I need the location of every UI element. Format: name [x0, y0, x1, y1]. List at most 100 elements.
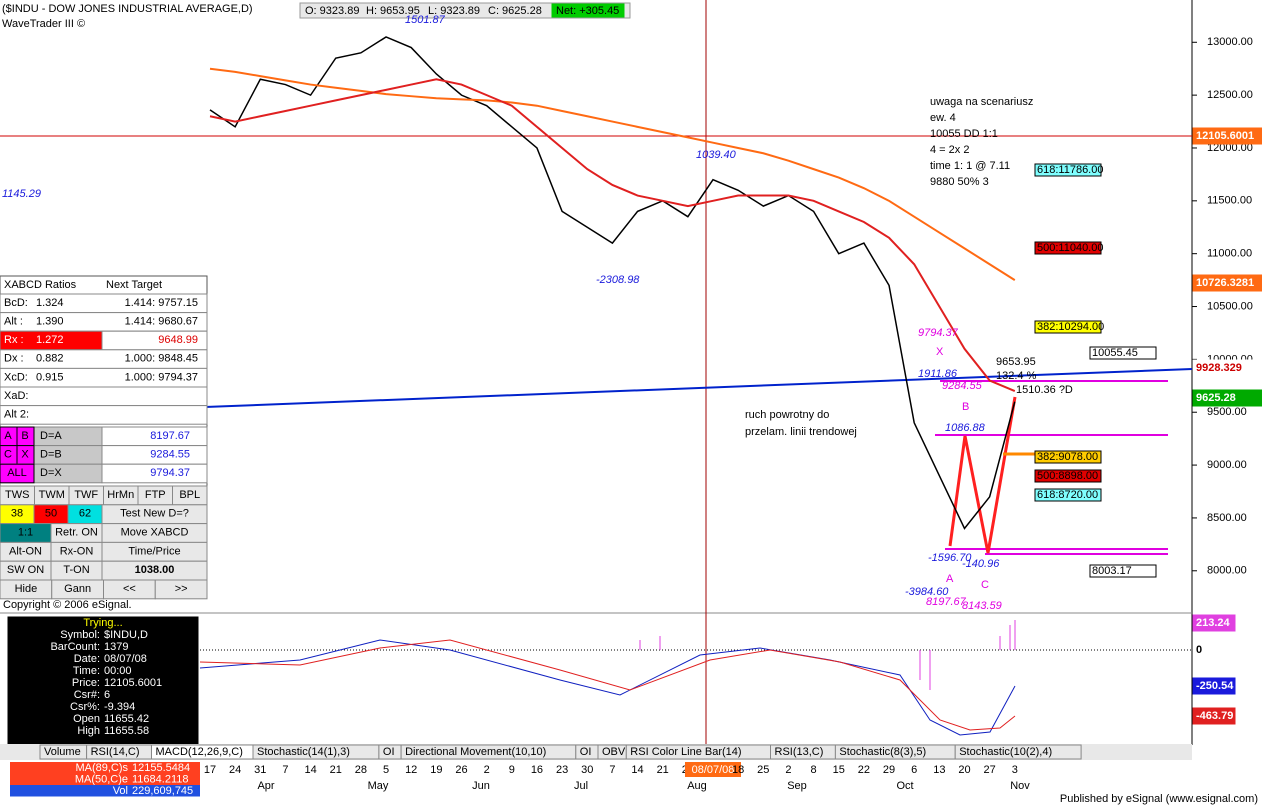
button-label[interactable]: >>: [175, 583, 188, 595]
label: Alt :: [4, 316, 23, 328]
button-label[interactable]: Rx-ON: [60, 545, 94, 557]
label: X: [21, 449, 29, 461]
price-marker: 12105.6001: [1196, 130, 1254, 142]
button-label[interactable]: <<: [123, 583, 136, 595]
tab-label[interactable]: OBV: [602, 746, 626, 758]
annotation: -1596.70: [928, 552, 972, 564]
label: Time:: [73, 665, 100, 677]
button-label[interactable]: TWM: [39, 489, 65, 501]
tab-label[interactable]: RSI(13,C): [775, 746, 824, 758]
label: A: [4, 430, 12, 442]
ohlc: C: 9625.28: [488, 5, 542, 17]
button-label[interactable]: 62: [79, 508, 91, 520]
ohlc: L: 9323.89: [428, 5, 480, 17]
button-label[interactable]: TWS: [5, 489, 29, 501]
net-change: Net: +305.45: [556, 5, 619, 17]
button-label[interactable]: Time/Price: [128, 545, 180, 557]
button-label[interactable]: TWF: [74, 489, 98, 501]
copyright: Copyright © 2006 eSignal.: [3, 599, 132, 611]
button-label[interactable]: Retr. ON: [55, 527, 98, 539]
annotation: -2308.98: [596, 274, 640, 286]
label: MA(50,C)e: [75, 773, 128, 785]
y-tick-label: 12500.00: [1207, 89, 1253, 101]
label: 12155.5484: [132, 762, 190, 774]
label: 11684.2118: [132, 773, 188, 785]
label: 11655.58: [104, 725, 149, 737]
o => 0 || 'box': [1034, 320, 1102, 334]
tab-label[interactable]: RSI Color Line Bar(14): [630, 746, 741, 758]
annotation: 132.4 %: [996, 370, 1037, 382]
level-box: 618:8720.00: [1037, 489, 1098, 501]
tab-label[interactable]: MACD(12,26,9,C): [156, 746, 243, 758]
button-label[interactable]: 50: [45, 508, 57, 520]
x-tick-label: 28: [355, 764, 367, 776]
macd-label: -463.79: [1196, 710, 1233, 722]
panel-title: XABCD Ratios: [4, 279, 77, 291]
label: 00:00: [104, 665, 132, 677]
button-label[interactable]: Move XABCD: [121, 527, 189, 539]
button-label[interactable]: 1038.00: [135, 564, 175, 576]
label: 08/07/08: [104, 653, 147, 665]
level-box: 500:8898.00: [1037, 470, 1098, 482]
button[interactable]: [154, 579, 208, 600]
tab-label[interactable]: Stochastic(14(1),3): [257, 746, 350, 758]
label: 1379: [104, 641, 128, 653]
button-label[interactable]: SW ON: [7, 564, 44, 576]
tab-label[interactable]: Stochastic(10(2),4): [959, 746, 1052, 758]
tab-label[interactable]: Volume: [44, 746, 81, 758]
button-label[interactable]: Hide: [15, 583, 38, 595]
y-tick-label: 9500.00: [1207, 406, 1247, 418]
tab-label[interactable]: OI: [383, 746, 395, 758]
tab-label[interactable]: Directional Movement(10,10): [405, 746, 546, 758]
x-tick-label: 12: [405, 764, 417, 776]
annotation: 8197.67: [926, 596, 967, 608]
target-lines: [935, 380, 1168, 555]
ohlc: O: 9323.89: [305, 5, 359, 17]
x-tick-label: 8: [811, 764, 817, 776]
tab-label[interactable]: Stochastic(8(3),5): [839, 746, 926, 758]
annotation: 9284.55: [942, 380, 983, 392]
o => 0 || 'box': [1034, 488, 1102, 502]
button-label[interactable]: 1:1: [18, 527, 33, 539]
label: XcD:: [4, 371, 28, 383]
button-label[interactable]: Test New D=?: [120, 508, 189, 520]
button-label[interactable]: Alt-ON: [9, 545, 42, 557]
level-box: 618:11786.00: [1037, 164, 1103, 176]
x-tick-label: 9: [509, 764, 515, 776]
button-label[interactable]: T-ON: [63, 564, 89, 576]
button-label[interactable]: 38: [11, 508, 23, 520]
button-label[interactable]: BPL: [179, 489, 200, 501]
button-label[interactable]: FTP: [145, 489, 166, 501]
x-tick-label: 16: [531, 764, 543, 776]
month-label: Apr: [257, 780, 274, 792]
label: D=B: [40, 449, 62, 461]
level-box: 10055.45: [1092, 347, 1138, 359]
macd-label: 213.24: [1196, 617, 1231, 629]
note: time 1: 1 @ 7.11: [930, 160, 1010, 172]
tab-label[interactable]: RSI(14,C): [91, 746, 140, 758]
annotation: A: [946, 573, 954, 585]
tab-label[interactable]: OI: [580, 746, 592, 758]
label: 0.882: [36, 353, 64, 365]
x-tick-label: 14: [304, 764, 316, 776]
label: BarCount:: [50, 641, 100, 653]
x-tick-label: 24: [229, 764, 241, 776]
tab[interactable]: [954, 744, 1082, 760]
y-tick-label: 11500.00: [1207, 195, 1252, 207]
label: 9794.37: [150, 467, 190, 479]
x-tick-label: 27: [984, 764, 996, 776]
button-label[interactable]: HrMn: [107, 489, 134, 501]
o => 0 || 'box': [551, 3, 625, 18]
o => 0 || 'box': [1192, 127, 1262, 145]
y-tick-label: 12000.00: [1207, 142, 1253, 154]
button-label[interactable]: Gann: [64, 583, 91, 595]
x-tick-label: 17: [204, 764, 216, 776]
annotation: 1039.40: [696, 149, 737, 161]
x-tick-label: 7: [282, 764, 288, 776]
xabcd-pattern: [948, 396, 1017, 554]
annotation: B: [962, 401, 969, 413]
annotation: X: [936, 346, 944, 358]
x-tick-label: 5: [383, 764, 389, 776]
legend-box: [10, 785, 200, 797]
x-tick-label: 2: [484, 764, 490, 776]
